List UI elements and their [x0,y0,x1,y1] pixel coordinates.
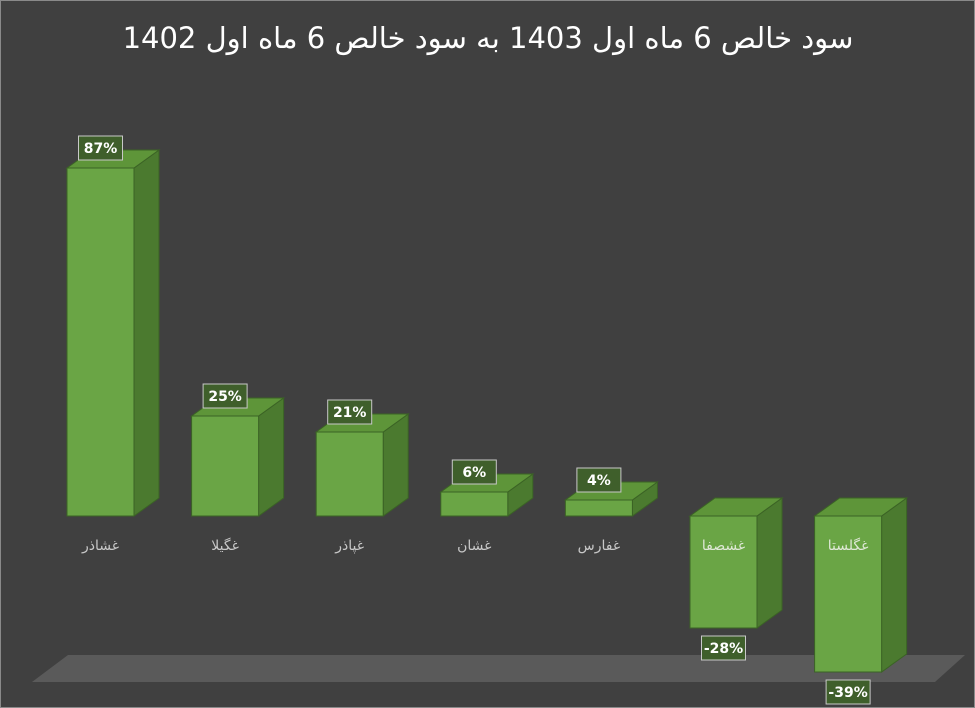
value-label: 25% [208,389,242,405]
bar-side [881,497,908,673]
bar-front [814,515,883,673]
value-label-box [78,135,123,161]
bar-front [689,515,758,629]
value-label-box [451,459,497,485]
value-label: -28% [704,641,743,657]
category-label: غشصفا [702,538,745,554]
bar-side [258,397,285,517]
category-label: غگیلا [211,537,239,554]
bar [65,149,161,517]
value-label: 6% [462,465,486,481]
value-label: 4% [587,473,611,489]
bar-front [564,499,633,517]
bar [190,397,286,517]
bar-front [66,167,135,517]
category-label: غشان [457,538,491,554]
value-label-box [576,467,622,493]
bar [688,497,784,629]
bar-front [440,491,509,517]
value-label: 87% [84,141,118,157]
bar-front [191,415,260,517]
bar [314,413,410,517]
category-label: غگلستا [828,537,869,554]
value-label-box [202,383,248,409]
category-label: غشاذر [81,538,119,554]
chart-title: سود خالص 6 ماه اول 1403 به سود خالص 6 ما… [123,21,854,55]
value-label-box [327,399,373,425]
bar-front [315,431,384,517]
value-label-box [825,679,871,705]
bar [813,497,909,673]
category-label: غفارس [578,538,621,554]
value-label: 21% [333,405,367,421]
bars: 87% غشاذر 25% غگیلا 21% غپاذر 6% غشان 4% غفارس -28… [65,135,909,705]
bar-side [756,497,783,629]
value-label: -39% [828,685,867,701]
value-label-box [701,635,746,661]
category-label: غپاذر [334,538,364,554]
floor [32,655,965,682]
bar-side [133,149,160,517]
